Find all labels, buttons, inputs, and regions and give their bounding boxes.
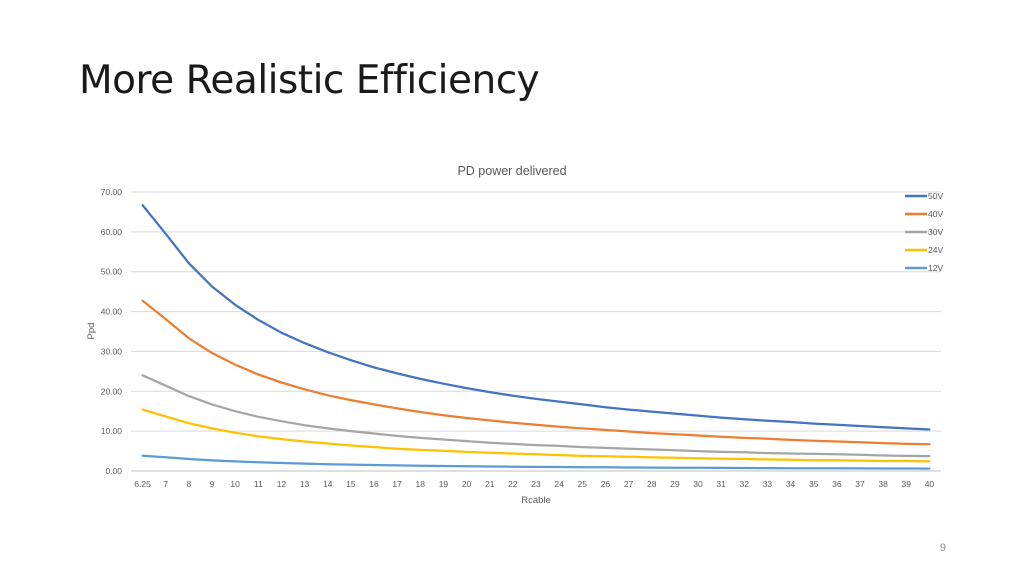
y-axis-title: Ppd	[86, 323, 97, 340]
y-tick-label: 40.00	[101, 307, 123, 317]
x-tick-label: 31	[716, 479, 726, 489]
x-tick-label: 32	[740, 479, 750, 489]
x-tick-label: 38	[878, 479, 888, 489]
y-axis-tick-labels: 0.00 10.00 20.00 30.00 40.00 50.00 60.00 70.00	[101, 187, 123, 476]
x-tick-label: 26	[601, 479, 611, 489]
legend-label: 30V	[928, 227, 943, 237]
x-tick-label: 30	[693, 479, 703, 489]
y-tick-label: 50.00	[101, 267, 123, 277]
x-tick-label: 25	[578, 479, 588, 489]
x-tick-label: 14	[323, 479, 333, 489]
gridlines	[131, 191, 941, 472]
x-tick-label: 10	[230, 479, 240, 489]
x-tick-label: 35	[809, 479, 819, 489]
x-tick-label: 15	[346, 479, 356, 489]
legend-label: 12V	[928, 263, 943, 273]
series-line-24v	[141, 408, 931, 463]
x-axis-tick-labels: 6.25 7 8 9 10 11 12 13 14 15 16 17 18 19 20 21 22 23 24 25 2…	[134, 479, 934, 489]
x-tick-label: 8	[186, 479, 191, 489]
chart-title: PD power delivered	[457, 164, 566, 178]
x-tick-label: 19	[439, 479, 449, 489]
x-tick-label: 29	[670, 479, 680, 489]
x-tick-label: 12	[277, 479, 287, 489]
y-tick-label: 30.00	[101, 346, 123, 356]
legend-label: 24V	[928, 245, 943, 255]
y-tick-label: 60.00	[101, 227, 123, 237]
series-line-50v	[141, 204, 931, 431]
slide-title: More Realistic Efficiency	[79, 58, 540, 103]
x-tick-label: 16	[369, 479, 379, 489]
x-tick-label: 40	[925, 479, 935, 489]
series-line-30v	[141, 374, 931, 458]
x-tick-label: 28	[647, 479, 657, 489]
legend-label: 50V	[928, 191, 943, 201]
x-tick-label: 37	[855, 479, 865, 489]
legend-label: 40V	[928, 209, 943, 219]
x-tick-label: 6.25	[134, 479, 151, 489]
y-tick-label: 70.00	[101, 187, 123, 197]
x-tick-label: 11	[254, 479, 263, 489]
series-line-40v	[141, 299, 931, 446]
x-tick-label: 33	[763, 479, 773, 489]
x-tick-label: 24	[554, 479, 564, 489]
x-tick-label: 18	[416, 479, 426, 489]
x-tick-label: 22	[508, 479, 518, 489]
legend: 50V 40V 30V 24V 12V	[905, 191, 943, 273]
series-line-12v	[141, 454, 931, 470]
y-tick-label: 20.00	[101, 386, 123, 396]
slide-number: 9	[939, 542, 946, 554]
x-tick-label: 9	[210, 479, 215, 489]
x-tick-label: 39	[902, 479, 912, 489]
x-tick-label: 34	[786, 479, 796, 489]
x-tick-label: 21	[485, 479, 495, 489]
y-tick-label: 0.00	[105, 466, 122, 476]
x-tick-label: 36	[832, 479, 842, 489]
x-tick-label: 7	[163, 479, 168, 489]
y-tick-label: 10.00	[101, 426, 123, 436]
x-axis-title: Rcable	[521, 495, 551, 506]
series-lines	[141, 204, 931, 470]
x-tick-label: 13	[300, 479, 310, 489]
x-tick-label: 17	[392, 479, 402, 489]
x-tick-label: 27	[624, 479, 634, 489]
x-tick-label: 20	[462, 479, 472, 489]
x-tick-label: 23	[531, 479, 541, 489]
